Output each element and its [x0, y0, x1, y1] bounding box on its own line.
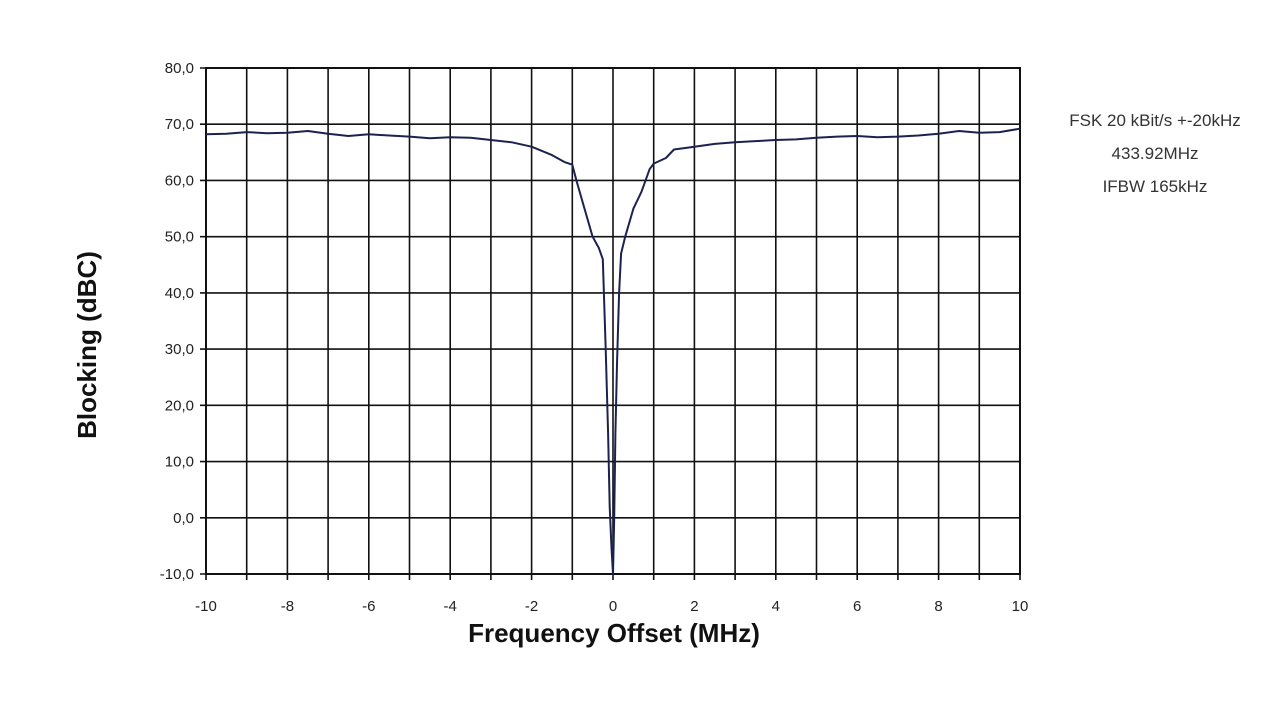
x-tick-label: -4 — [444, 598, 457, 615]
y-tick-label: 70,0 — [165, 116, 194, 133]
y-tick-label: 20,0 — [165, 397, 194, 414]
x-axis-ticks: -10 -8 -6 -4 -2 0 2 4 6 8 10 — [195, 598, 1028, 615]
x-tick-label: -8 — [281, 598, 294, 615]
x-tick-label: -2 — [525, 598, 538, 615]
y-tick-label: -10,0 — [160, 566, 194, 583]
x-axis-title: Frequency Offset (MHz) — [468, 618, 760, 648]
annotation-block: FSK 20 kBit/s +-20kHz 433.92MHz IFBW 165… — [1069, 111, 1240, 196]
annotation-line-3: IFBW 165kHz — [1103, 177, 1208, 196]
y-axis-ticks: 80,0 70,0 60,0 50,0 40,0 30,0 20,0 10,0 0,0 -10,0 — [160, 60, 194, 583]
y-tick-label: 80,0 — [165, 60, 194, 77]
y-tick-label: 10,0 — [165, 454, 194, 471]
x-tick-label: 10 — [1012, 598, 1029, 615]
y-axis-title: Blocking (dBC) — [72, 251, 102, 439]
y-tick-label: 0,0 — [173, 510, 194, 527]
annotation-line-1: FSK 20 kBit/s +-20kHz — [1069, 111, 1240, 130]
x-tick-label: 6 — [853, 598, 861, 615]
x-tick-label: -6 — [362, 598, 375, 615]
series-line — [205, 127, 1021, 575]
y-tick-label: 50,0 — [165, 229, 194, 246]
y-tick-label: 60,0 — [165, 172, 194, 189]
y-tick-label: 40,0 — [165, 285, 194, 302]
x-tick-label: 4 — [772, 598, 780, 615]
x-tick-label: 2 — [690, 598, 698, 615]
annotation-line-2: 433.92MHz — [1112, 144, 1199, 163]
x-tick-label: 0 — [609, 598, 617, 615]
y-tick-label: 30,0 — [165, 341, 194, 358]
x-tick-label: -10 — [195, 598, 217, 615]
x-tick-label: 8 — [934, 598, 942, 615]
